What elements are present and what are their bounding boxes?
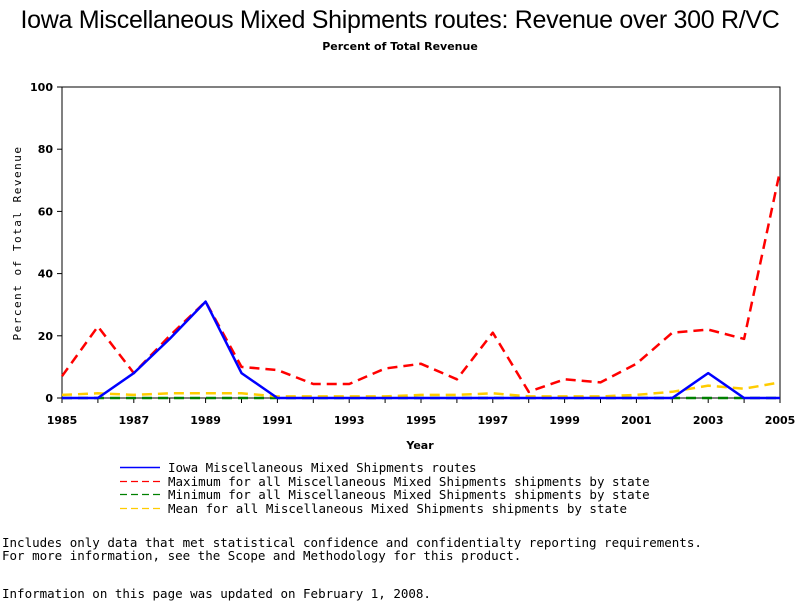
x-tick-label: 1985	[47, 414, 78, 427]
legend-item: Maximum for all Miscellaneous Mixed Ship…	[118, 473, 650, 489]
footnote-methodology: For more information, see the Scope and …	[2, 548, 522, 563]
chart-subtitle: Percent of Total Revenue	[322, 40, 478, 53]
legend-label-mean: Mean for all Miscellaneous Mixed Shipmen…	[168, 500, 628, 516]
x-tick-label: 2001	[621, 414, 652, 427]
y-tick-label: 40	[38, 268, 54, 281]
y-tick-label: 100	[30, 81, 53, 94]
x-tick-label: 1999	[549, 414, 580, 427]
y-tick-label: 20	[38, 330, 54, 343]
y-tick-label: 80	[38, 143, 54, 156]
x-tick-label: 2003	[693, 414, 724, 427]
x-tick-label: 1991	[262, 414, 293, 427]
x-tick-label: 1997	[477, 414, 508, 427]
x-axis-label: Year	[405, 439, 434, 452]
legend-label-maximum: Maximum for all Miscellaneous Mixed Ship…	[168, 473, 650, 489]
legend-swatch-maximum	[120, 480, 160, 482]
legend-item: Minimum for all Miscellaneous Mixed Ship…	[118, 488, 650, 502]
series-line-iowa	[62, 300, 780, 400]
plot-area-frame	[61, 86, 781, 399]
footnote-confidentiality: Includes only data that met statistical …	[2, 535, 702, 550]
legend-item: Mean for all Miscellaneous Mixed Shipmen…	[118, 500, 650, 516]
x-tick-label: 2005	[765, 414, 796, 427]
x-tick-label: 1989	[190, 414, 221, 427]
footnote-updated: Information on this page was updated on …	[2, 586, 431, 601]
legend-label-iowa: Iowa Miscellaneous Mixed Shipments route…	[168, 460, 477, 475]
legend-item: Iowa Miscellaneous Mixed Shipments route…	[118, 461, 650, 475]
series-line-mean	[61, 381, 781, 398]
y-tick-label: 60	[38, 205, 54, 218]
legend-swatch-mean	[120, 507, 160, 509]
x-tick-label: 1993	[334, 414, 365, 427]
x-tick-label: 1987	[118, 414, 149, 427]
chart-title: Iowa Miscellaneous Mixed Shipments route…	[20, 6, 780, 34]
x-tick-label: 1995	[406, 414, 437, 427]
y-tick-label: 0	[45, 392, 53, 405]
legend-swatch-minimum	[120, 494, 160, 496]
legend-label-minimum: Minimum for all Miscellaneous Mixed Ship…	[168, 487, 650, 502]
series-line-maximum	[60, 170, 782, 394]
chart-legend: Iowa Miscellaneous Mixed Shipments route…	[118, 461, 650, 515]
y-axis-label: Percent of Total Revenue	[11, 146, 24, 341]
legend-swatch-iowa	[120, 467, 160, 469]
